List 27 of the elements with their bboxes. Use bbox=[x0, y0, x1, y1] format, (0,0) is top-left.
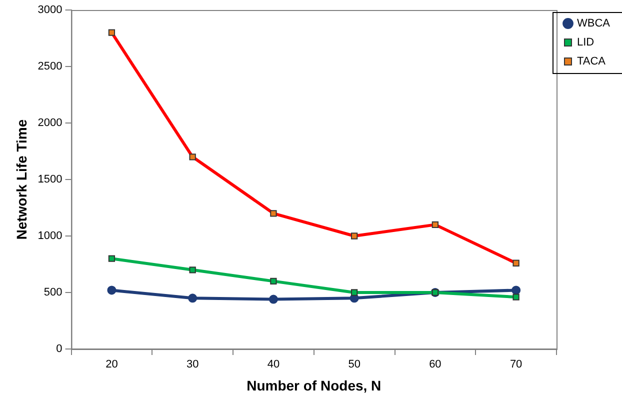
y-tick-label: 2000 bbox=[38, 117, 62, 130]
y-tick-label: 1500 bbox=[38, 174, 62, 186]
y-tick-label: 2500 bbox=[38, 60, 62, 73]
x-tick-label: 40 bbox=[267, 358, 280, 371]
y-tick-label: 3000 bbox=[38, 4, 62, 16]
point bbox=[512, 294, 520, 300]
point bbox=[188, 294, 198, 303]
y-tick-label: 500 bbox=[44, 286, 62, 299]
point bbox=[512, 286, 521, 295]
x-tick-label: 30 bbox=[186, 358, 199, 371]
legend-label: WBCA bbox=[577, 18, 611, 30]
x-axis-title: Number of Nodes, N bbox=[246, 377, 382, 394]
x-tick-label: 20 bbox=[106, 358, 118, 371]
point bbox=[189, 266, 196, 274]
legend-label: TACA bbox=[577, 56, 606, 68]
x-tick-label: 50 bbox=[348, 358, 360, 371]
point bbox=[270, 278, 277, 285]
legend-label: LID bbox=[577, 36, 594, 49]
point bbox=[350, 289, 358, 296]
point bbox=[107, 286, 116, 295]
y-axis-title: Network Life Time bbox=[13, 119, 30, 240]
point bbox=[268, 294, 278, 304]
x-tick-label: 60 bbox=[429, 358, 442, 371]
y-tick-label: 1000 bbox=[38, 230, 62, 242]
point bbox=[108, 255, 116, 262]
x-tick-label: 70 bbox=[510, 358, 522, 371]
y-tick-label: 0 bbox=[56, 343, 62, 356]
